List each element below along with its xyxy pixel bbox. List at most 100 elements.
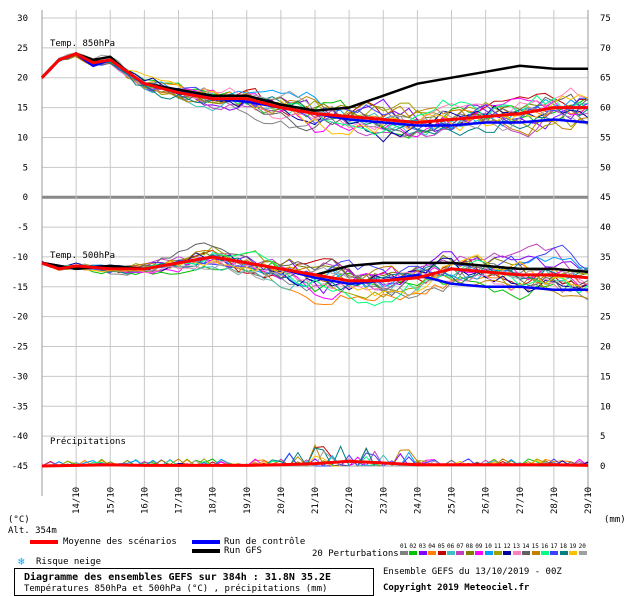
left-tick-label: -40 <box>12 432 28 442</box>
right-tick-label: 5 <box>600 432 605 442</box>
perturbation-code: 06 <box>447 543 455 550</box>
chart-grid <box>41 10 589 496</box>
perturbation-code: 15 <box>531 543 539 550</box>
copyright: Copyright 2019 Meteociel.fr <box>383 583 530 593</box>
left-tick-label: -20 <box>12 313 28 323</box>
right-tick-label: 30 <box>600 283 611 293</box>
panel-label-850: Temp. 850hPa <box>50 39 115 49</box>
perturbation-code: 18 <box>559 543 568 550</box>
footer-title: Diagramme des ensembles GEFS sur 384h : … <box>24 572 332 583</box>
x-tick-label: 15/10 <box>106 487 116 514</box>
perturbation-code: 12 <box>503 543 511 550</box>
perturbation-swatch <box>475 551 484 555</box>
left-tick-label: -30 <box>12 372 28 382</box>
x-tick-label: 24/10 <box>413 487 423 514</box>
x-tick-label: 17/10 <box>175 487 185 514</box>
right-tick-label: 40 <box>600 223 611 233</box>
perturbation-swatch <box>447 551 455 555</box>
perturbation-code: 08 <box>465 543 474 550</box>
perturbation-swatch <box>569 551 578 555</box>
legend-control-swatch <box>192 540 220 544</box>
legend-mean-label: Moyenne des scénarios <box>63 537 177 547</box>
perturbation-swatch <box>418 551 427 555</box>
legend-gfs-label: Run GFS <box>224 546 262 556</box>
left-tick-label: 30 <box>17 14 28 24</box>
left-tick-label: 15 <box>17 104 28 114</box>
left-tick-label: -45 <box>12 462 28 472</box>
x-tick-label: 21/10 <box>311 487 321 514</box>
right-tick-label: 70 <box>600 44 611 54</box>
perturbation-code: 07 <box>456 543 464 550</box>
gfs-850-line <box>41 52 588 112</box>
x-tick-label: 26/10 <box>482 487 492 514</box>
perturbation-swatch <box>559 551 568 555</box>
panel-label-precip: Précipitations <box>50 436 126 447</box>
left-tick-label: -10 <box>12 253 28 263</box>
x-tick-label: 23/10 <box>379 487 389 514</box>
right-tick-label: 60 <box>600 104 611 114</box>
perturbation-code: 13 <box>512 543 521 550</box>
x-tick-label: 14/10 <box>72 487 82 514</box>
perturbation-code: 17 <box>550 543 558 550</box>
perturbation-swatch <box>437 551 446 555</box>
perturbation-swatch <box>541 551 549 555</box>
right-tick-label: 35 <box>600 253 611 263</box>
perturbation-code: 14 <box>522 543 530 550</box>
right-tick-label: 0 <box>600 462 605 472</box>
right-tick-label: 65 <box>600 74 611 84</box>
perturbation-swatch <box>531 551 540 555</box>
mean-500-line <box>41 255 589 283</box>
perturbation-code: 05 <box>437 543 445 550</box>
left-tick-label: 5 <box>23 163 28 173</box>
left-tick-label: -15 <box>12 283 28 293</box>
altitude-label: Alt. 354m <box>8 526 57 536</box>
legend-control-label: Run de contrôle <box>224 537 306 547</box>
legend-perturbations-label: 20 Perturbations <box>312 549 399 559</box>
right-tick-label: 45 <box>600 193 611 203</box>
legend-gfs-swatch <box>192 549 220 553</box>
right-tick-label: 10 <box>600 402 611 412</box>
x-tick-label: 25/10 <box>448 487 458 514</box>
left-tick-label: -5 <box>17 223 28 233</box>
snowflake-icon: ❄ <box>18 555 25 568</box>
perturbation-swatch <box>484 551 493 555</box>
right-tick-label: 55 <box>600 133 611 143</box>
perturbation-swatch <box>522 551 531 555</box>
x-tick-label: 22/10 <box>345 487 355 514</box>
left-axis-unit: (°C) <box>8 515 30 525</box>
member-850-line <box>41 54 589 133</box>
member-850-line <box>41 51 589 143</box>
x-tick-label: 16/10 <box>140 487 150 514</box>
perturbation-swatch <box>550 551 559 555</box>
perturbation-code: 09 <box>475 543 483 550</box>
x-axis-ticks: 14/10 15/10 16/10 17/10 18/10 19/10 20/10 21/10… <box>72 487 594 514</box>
x-tick-label: 29/10 <box>584 487 594 514</box>
right-axis-unit: (mm) <box>604 515 626 525</box>
perturbation-swatch <box>578 551 587 555</box>
right-tick-label: 50 <box>600 163 611 173</box>
right-tick-label: 20 <box>600 343 611 353</box>
member-500-line <box>41 261 589 301</box>
perturbation-swatch <box>428 551 437 555</box>
left-tick-label: 10 <box>17 133 28 143</box>
legend-mean-swatch <box>30 540 58 544</box>
mean-850-line <box>40 52 588 125</box>
left-tick-label: 25 <box>17 44 28 54</box>
perturbation-swatch <box>494 551 502 555</box>
perturbation-swatch <box>409 551 418 555</box>
perturbation-code: 02 <box>409 543 417 550</box>
x-tick-label: 18/10 <box>209 487 219 514</box>
x-tick-label: 28/10 <box>550 487 560 514</box>
perturbation-code: 10 <box>484 543 492 550</box>
right-tick-label: 25 <box>600 313 611 323</box>
perturbation-code: 20 <box>578 543 586 550</box>
left-tick-label: 0 <box>23 193 28 203</box>
perturbation-code: 11 <box>494 543 502 550</box>
footer-subtitle: Températures 850hPa et 500hPa (°C) , pré… <box>24 584 328 594</box>
perturbation-code: 03 <box>418 543 427 550</box>
perturbation-code: 01 <box>400 543 408 550</box>
left-tick-label: 20 <box>17 74 28 84</box>
perturbation-code: 19 <box>569 543 577 550</box>
